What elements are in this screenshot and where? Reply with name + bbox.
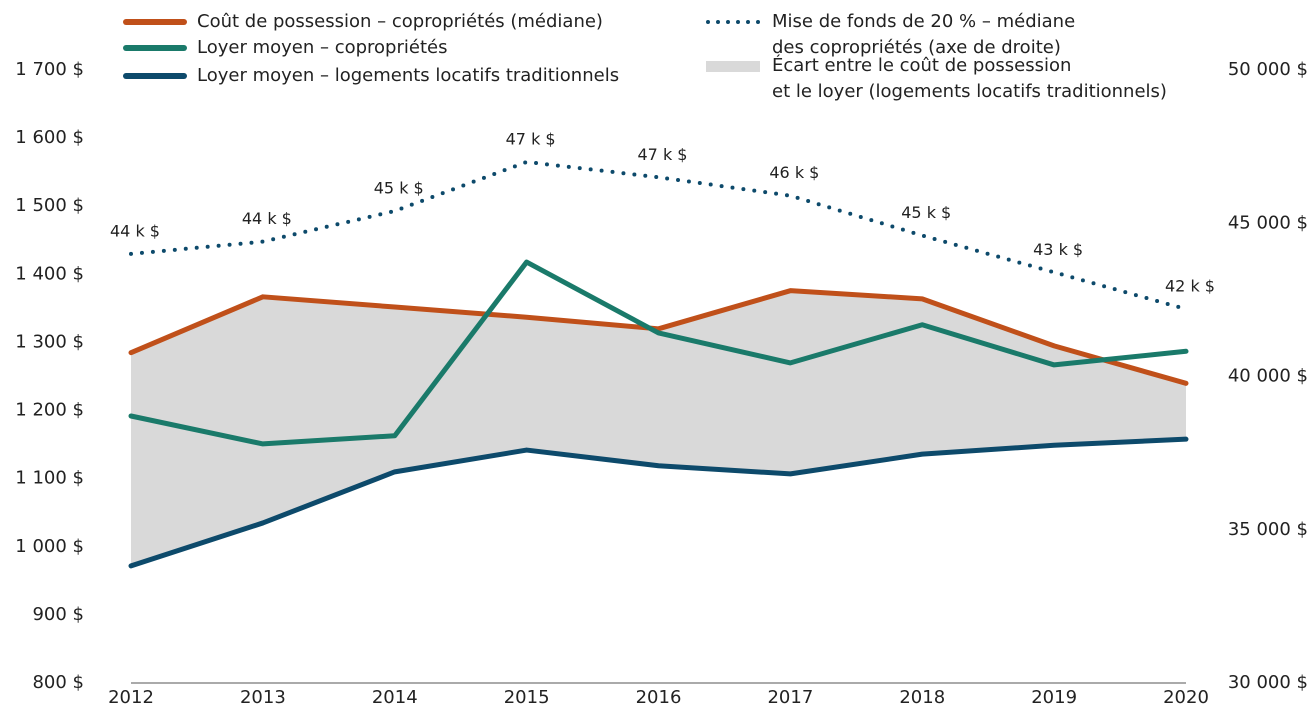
y-tick-label: 1 000 $	[15, 536, 84, 557]
y-tick-label: 900 $	[32, 604, 84, 625]
series-line	[129, 159, 1188, 312]
value-label: 43 k $	[1033, 240, 1083, 259]
series-line	[128, 288, 1189, 386]
value-label: 42 k $	[1165, 277, 1215, 296]
x-tick-label: 2018	[899, 687, 945, 708]
legend-label: Écart entre le coût de possession et le …	[772, 55, 1167, 102]
x-tick-label: 2012	[108, 687, 154, 708]
y2-tick-label: 35 000 $	[1228, 519, 1308, 540]
x-tick-label: 2017	[767, 687, 813, 708]
legend-label: Mise de fonds de 20 % – médiane des copr…	[772, 11, 1076, 58]
y-tick-label: 800 $	[32, 672, 84, 693]
value-label: 45 k $	[901, 203, 951, 222]
y-tick-label: 1 300 $	[15, 331, 84, 352]
y-tick-label: 1 200 $	[15, 400, 84, 421]
series-line	[128, 259, 1189, 447]
x-tick-label: 2016	[636, 687, 682, 708]
series-line	[128, 436, 1189, 569]
y-tick-label: 1 100 $	[15, 468, 84, 489]
gap-area	[131, 290, 1186, 566]
value-label: 47 k $	[638, 145, 688, 164]
y-tick-label: 1 400 $	[15, 263, 84, 284]
x-tick-label: 2020	[1163, 687, 1209, 708]
y-tick-label: 1 700 $	[15, 59, 84, 80]
legend-swatch	[706, 61, 760, 72]
y-tick-label: 1 500 $	[15, 195, 84, 216]
y2-tick-label: 40 000 $	[1228, 366, 1308, 387]
x-tick-label: 2014	[372, 687, 418, 708]
value-label: 45 k $	[374, 178, 424, 197]
value-label: 46 k $	[769, 163, 819, 182]
y2-tick-label: 50 000 $	[1228, 59, 1308, 80]
y2-tick-label: 45 000 $	[1228, 212, 1308, 233]
y-tick-label: 1 600 $	[15, 127, 84, 148]
legend-label: Loyer moyen – copropriétés	[197, 37, 448, 58]
x-tick-label: 2019	[1031, 687, 1077, 708]
y2-tick-label: 30 000 $	[1228, 672, 1308, 693]
legend-label: Loyer moyen – logements locatifs traditi…	[197, 65, 620, 86]
x-tick-label: 2015	[504, 687, 550, 708]
value-label: 44 k $	[242, 209, 292, 228]
x-tick-label: 2013	[240, 687, 286, 708]
value-label: 44 k $	[110, 221, 160, 240]
legend-label: Coût de possession – copropriétés (média…	[197, 11, 603, 32]
value-label: 47 k $	[506, 129, 556, 148]
